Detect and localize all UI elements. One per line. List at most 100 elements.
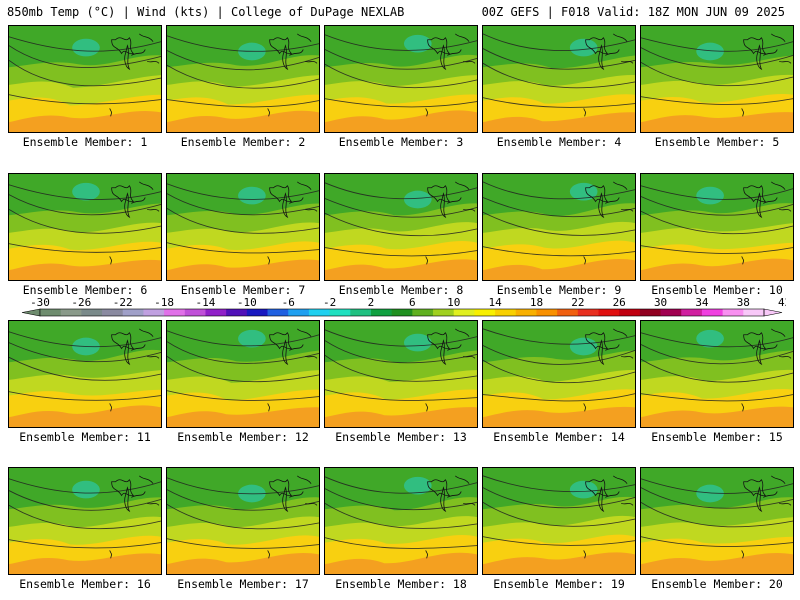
colorbar-segment xyxy=(495,309,517,316)
ensemble-member-label: Ensemble Member: 1 xyxy=(22,135,148,149)
colorbar-tick-label: -14 xyxy=(196,296,216,309)
colorbar-segment xyxy=(391,309,413,316)
ensemble-member-label: Ensemble Member: 6 xyxy=(22,283,148,297)
colorbar-segment xyxy=(329,309,351,316)
colorbar-svg: -30 -26 -22 -18 -14 -10 -6 -2 2 6 10 14 18 22 26 30 34 38… xyxy=(21,296,786,317)
colorbar-tick-label: 22 xyxy=(571,296,584,309)
run-valid-time: 00Z GEFS | F018 Valid: 18Z MON JUN 09 20… xyxy=(481,5,785,19)
ensemble-member-label: Ensemble Member: 5 xyxy=(654,135,780,149)
ensemble-member-map xyxy=(8,320,162,428)
colorbar-tick-label: -18 xyxy=(154,296,174,309)
colorbar-tick-label: 18 xyxy=(530,296,543,309)
ensemble-member-map xyxy=(324,25,478,133)
ensemble-member-label: Ensemble Member: 14 xyxy=(493,430,625,444)
map-title: 850mb Temp (°C) | Wind (kts) | College o… xyxy=(7,5,405,19)
colorbar-high-arrow xyxy=(763,308,783,317)
ensemble-member-map xyxy=(640,173,794,281)
colorbar-segment xyxy=(60,309,82,316)
ensemble-member-map xyxy=(8,467,162,575)
ensemble-member-map xyxy=(482,173,636,281)
colorbar-segment xyxy=(246,309,268,316)
colorbar-tick-label: 30 xyxy=(654,296,667,309)
ensemble-member-label: Ensemble Member: 4 xyxy=(496,135,622,149)
colorbar-segment xyxy=(267,309,289,316)
colorbar-segment xyxy=(226,309,248,316)
colorbar-tick-label: 6 xyxy=(409,296,416,309)
ensemble-member-map xyxy=(166,320,320,428)
ensemble-member-label: Ensemble Member: 13 xyxy=(335,430,467,444)
colorbar-segment xyxy=(619,309,641,316)
colorbar-segment xyxy=(370,309,393,316)
colorbar-segment xyxy=(660,309,682,316)
colorbar-tick-label: 26 xyxy=(613,296,626,309)
colorbar-segment xyxy=(701,309,724,316)
colorbar-segment xyxy=(433,309,455,316)
colorbar-tick-label: 38 xyxy=(737,296,750,309)
ensemble-member-map xyxy=(166,467,320,575)
colorbar-tick-label: -22 xyxy=(113,296,133,309)
colorbar-tick-label: -30 xyxy=(30,296,50,309)
ensemble-member-label: Ensemble Member: 7 xyxy=(180,283,306,297)
ensemble-member-label: Ensemble Member: 2 xyxy=(180,135,306,149)
colorbar-segment xyxy=(102,309,124,316)
ensemble-member-map xyxy=(166,173,320,281)
colorbar-segment xyxy=(164,309,186,316)
colorbar-tick-label: 34 xyxy=(695,296,709,309)
ensemble-member-map xyxy=(324,320,478,428)
colorbar-segment xyxy=(536,309,558,316)
colorbar-tick-label: -26 xyxy=(71,296,91,309)
ensemble-member-map xyxy=(482,467,636,575)
colorbar-segment xyxy=(308,309,330,316)
ensemble-member-map xyxy=(324,467,478,575)
colorbar-segment xyxy=(412,309,434,316)
ensemble-member-label: Ensemble Member: 10 xyxy=(651,283,783,297)
ensemble-member-map xyxy=(482,25,636,133)
colorbar-segment xyxy=(557,309,579,316)
ensemble-member-label: Ensemble Member: 11 xyxy=(19,430,151,444)
colorbar-segment xyxy=(743,309,765,316)
colorbar-segment xyxy=(722,309,744,316)
colorbar-segment xyxy=(143,309,165,316)
colorbar-segment xyxy=(577,309,599,316)
ensemble-member-label: Ensemble Member: 17 xyxy=(177,577,309,591)
ensemble-member-label: Ensemble Member: 12 xyxy=(177,430,309,444)
colorbar-segment xyxy=(184,309,206,316)
colorbar-tick-label: -6 xyxy=(282,296,295,309)
colorbar-tick-label: -2 xyxy=(323,296,336,309)
ensemble-member-label: Ensemble Member: 16 xyxy=(19,577,151,591)
colorbar-outline xyxy=(39,308,765,317)
ensemble-member-label: Ensemble Member: 3 xyxy=(338,135,464,149)
colorbar-segment xyxy=(598,309,620,316)
colorbar-segment xyxy=(515,309,537,316)
colorbar-segment xyxy=(288,309,310,316)
ensemble-member-map xyxy=(166,25,320,133)
ensemble-member-label: Ensemble Member: 20 xyxy=(651,577,783,591)
colorbar-segment xyxy=(681,309,703,316)
ensemble-member-map xyxy=(482,320,636,428)
ensemble-member-label: Ensemble Member: 19 xyxy=(493,577,625,591)
ensemble-member-label: Ensemble Member: 8 xyxy=(338,283,464,297)
colorbar-low-arrow xyxy=(21,308,41,317)
ensemble-member-label: Ensemble Member: 18 xyxy=(335,577,467,591)
ensemble-member-map xyxy=(640,320,794,428)
ensemble-member-label: Ensemble Member: 15 xyxy=(651,430,783,444)
ensemble-member-map xyxy=(324,173,478,281)
colorbar-tick-label: -10 xyxy=(237,296,257,309)
ensemble-member-map xyxy=(8,173,162,281)
colorbar-segment xyxy=(639,309,661,316)
colorbar-tick-label: 2 xyxy=(368,296,375,309)
colorbar-tick-label: 42 xyxy=(778,296,786,309)
ensemble-member-map xyxy=(8,25,162,133)
ensemble-member-map xyxy=(640,467,794,575)
colorbar-segment xyxy=(205,309,227,316)
colorbar-tick-label: 10 xyxy=(447,296,460,309)
colorbar-segment xyxy=(474,309,496,316)
ensemble-member-label: Ensemble Member: 9 xyxy=(496,283,622,297)
colorbar-segment xyxy=(40,309,62,316)
ensemble-member-map xyxy=(640,25,794,133)
colorbar-segment xyxy=(453,309,475,316)
colorbar-segment xyxy=(81,309,103,316)
temperature-colorbar: -30 -26 -22 -18 -14 -10 -6 -2 2 6 10 14 18 22 26 30 34 38… xyxy=(18,296,786,320)
colorbar-tick-label: 14 xyxy=(488,296,502,309)
colorbar-segment xyxy=(350,309,372,316)
